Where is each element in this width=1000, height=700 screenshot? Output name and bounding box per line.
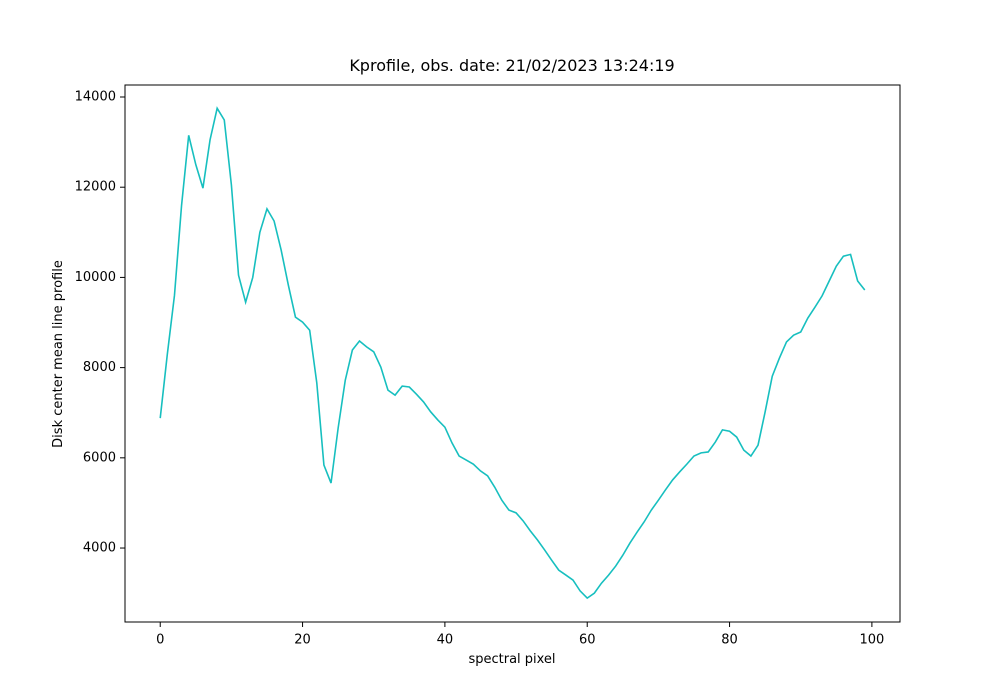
- x-tick-label: 40: [437, 633, 454, 648]
- x-tick-label: 80: [721, 633, 738, 648]
- y-tick-label: 4000: [83, 541, 116, 556]
- x-tick-label: 20: [294, 633, 311, 648]
- x-axis-label: spectral pixel: [468, 652, 555, 667]
- x-tick-label: 60: [579, 633, 596, 648]
- y-tick-label: 12000: [75, 180, 116, 195]
- line: [159, 106, 866, 600]
- x-tick-label: 100: [859, 633, 884, 648]
- y-tick-label: 6000: [83, 450, 116, 465]
- x-tick-label: 0: [156, 633, 164, 648]
- chart-title: Kprofile, obs. date: 21/02/2023 13:24:19: [349, 56, 674, 75]
- y-tick-label: 8000: [83, 360, 116, 375]
- plot-frame: [124, 84, 901, 623]
- y-tick-label: 10000: [75, 270, 116, 285]
- y-tick-label: 14000: [75, 89, 116, 104]
- y-axis-label: Disk center mean line profile: [51, 260, 66, 448]
